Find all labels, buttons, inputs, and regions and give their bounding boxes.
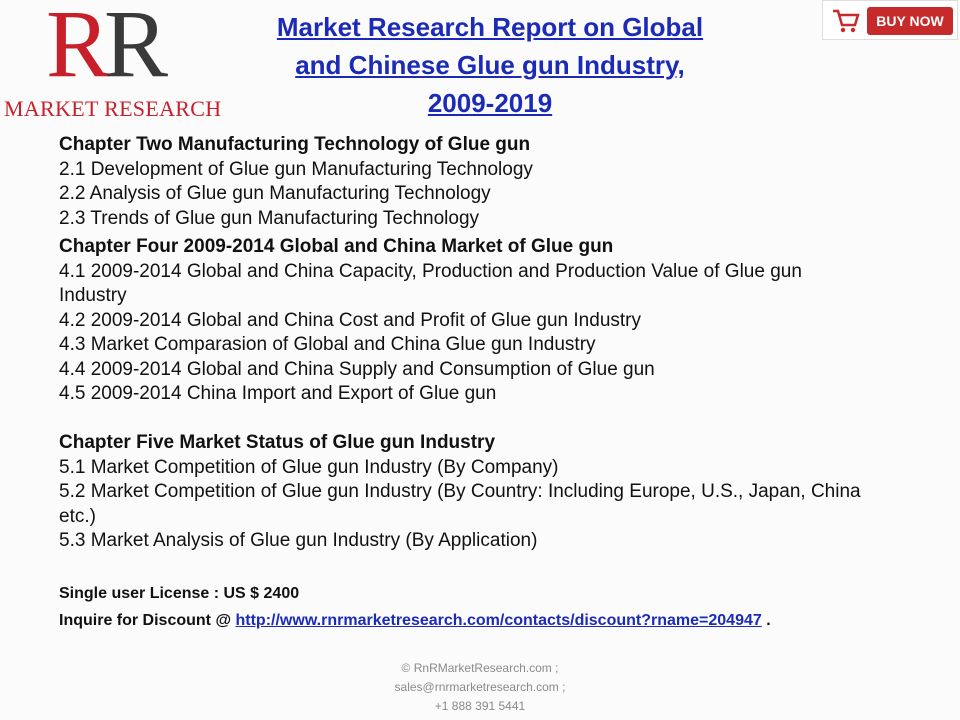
chapter-item: 2.2 Analysis of Glue gun Manufacturing T… — [59, 183, 491, 204]
chapter-heading: Chapter Five Market Status of Glue gun I… — [59, 432, 496, 453]
logo[interactable]: R R MARKET RESEARCH — [0, 0, 225, 125]
footer-line: © RnRMarketResearch.com ; — [401, 661, 559, 675]
footer: © RnRMarketResearch.com ; sales@rnrmarket… — [280, 659, 680, 716]
title-line: Market Research Report on Global — [276, 12, 704, 42]
license: Single user License : US $ 2400 — [59, 585, 300, 602]
buy-now[interactable]: BUY NOW — [822, 0, 958, 40]
chapter: Chapter Four 2009-2014 Global and China … — [59, 235, 871, 407]
chapter-item: 4.3 Market Comparasion of Global and Chi… — [59, 334, 596, 355]
logo-name: MARKET RESEARCH — [4, 96, 222, 121]
buy-button[interactable]: BUY NOW — [867, 7, 953, 35]
chapter-item: 4.4 2009-2014 Global and China Supply an… — [59, 358, 655, 380]
inquire-end: . — [766, 612, 771, 629]
inquire-label: Inquire for Discount @ — [59, 612, 232, 629]
chapter-heading: Chapter Two Manufacturing Technology of … — [59, 134, 531, 155]
chapter: Chapter Two Manufacturing Technology of … — [59, 133, 871, 231]
logo-letter: R — [104, 0, 169, 97]
title-line: and Chinese Glue gun Industry, — [295, 50, 685, 80]
cart-icon — [833, 9, 860, 33]
chapter-item: 5.1 Market Competition of Glue gun Indus… — [59, 456, 559, 478]
discount-link[interactable]: http://www.rnrmarketresearch.com/contact… — [235, 612, 762, 629]
chapter-item: 4.5 2009-2014 China Import and Export of… — [59, 383, 497, 404]
chapter-item: 5.2 Market Competition of Glue gun Indus… — [59, 481, 861, 527]
chapter-item: 2.3 Trends of Glue gun Manufacturing Tec… — [59, 207, 480, 229]
chapter-item: 4.2 2009-2014 Global and China Cost and … — [59, 309, 641, 331]
inquire: Inquire for Discount @ http://www.rnrmar… — [59, 609, 771, 633]
footer-line: sales@rnrmarketresearch.com ; — [394, 680, 566, 694]
logo-letter: R — [46, 0, 111, 97]
chapter-item: 4.1 2009-2014 Global and China Capacity,… — [59, 260, 802, 307]
title-line: 2009-2019 — [427, 88, 553, 118]
chapter-item: 2.1 Development of Glue gun Manufacturin… — [59, 158, 533, 180]
title: Market Research Report on Global and Chin… — [240, 8, 740, 122]
chapter-heading: Chapter Four 2009-2014 Global and China … — [59, 236, 614, 257]
footer-line: +1 888 391 5441 — [434, 699, 526, 713]
chapter-item: 5.3 Market Analysis of Glue gun Industry… — [59, 530, 538, 551]
chapter: Chapter Five Market Status of Glue gun I… — [59, 431, 871, 554]
